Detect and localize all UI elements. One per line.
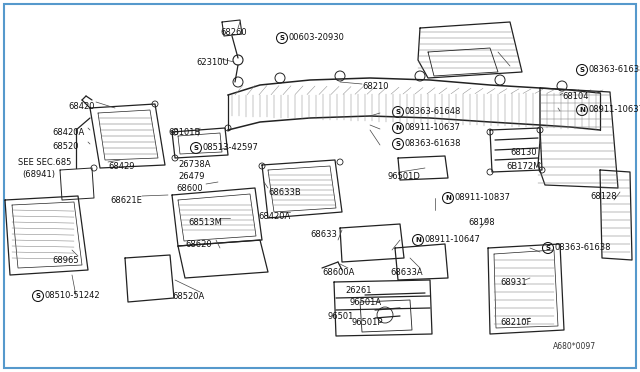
Text: 68128: 68128	[590, 192, 616, 201]
Text: N: N	[415, 237, 421, 243]
Text: N: N	[579, 107, 585, 113]
Text: 68130: 68130	[510, 148, 536, 157]
Text: 26738A: 26738A	[178, 160, 211, 169]
Text: 68198: 68198	[468, 218, 495, 227]
Text: 6B172M: 6B172M	[506, 162, 540, 171]
Text: 68600: 68600	[176, 184, 203, 193]
Text: 08363-61638: 08363-61638	[589, 65, 640, 74]
Text: 68210: 68210	[362, 82, 388, 91]
Text: 68633: 68633	[310, 230, 337, 239]
Text: 08911-10837: 08911-10837	[454, 193, 511, 202]
Text: SEE SEC.685: SEE SEC.685	[18, 158, 72, 167]
Text: N: N	[445, 195, 451, 201]
Text: 68520: 68520	[52, 142, 79, 151]
Text: 08363-61638: 08363-61638	[404, 140, 461, 148]
Text: S: S	[545, 245, 550, 251]
Text: 68620: 68620	[185, 240, 212, 249]
Text: 00603-20930: 00603-20930	[289, 33, 344, 42]
Text: 08363-61638: 08363-61638	[554, 244, 611, 253]
Text: S: S	[193, 145, 198, 151]
Text: S: S	[280, 35, 285, 41]
Text: 08513-42597: 08513-42597	[202, 144, 259, 153]
Text: 68101B: 68101B	[168, 128, 200, 137]
Text: (68941): (68941)	[22, 170, 55, 179]
Text: 08911-10637: 08911-10637	[404, 124, 461, 132]
Text: 68420: 68420	[68, 102, 95, 111]
Text: 08911-10647: 08911-10647	[424, 235, 481, 244]
Text: 68633B: 68633B	[268, 188, 301, 197]
Text: 68520A: 68520A	[172, 292, 204, 301]
Text: 96501P: 96501P	[352, 318, 383, 327]
Text: 96501D: 96501D	[388, 172, 421, 181]
Text: 68513M: 68513M	[188, 218, 222, 227]
Text: S: S	[579, 67, 584, 73]
Text: 68931: 68931	[500, 278, 527, 287]
Text: 68210F: 68210F	[500, 318, 531, 327]
Text: 68104: 68104	[562, 92, 589, 101]
Text: 68600A: 68600A	[322, 268, 355, 277]
Text: 68965: 68965	[52, 256, 79, 265]
Text: 26261: 26261	[345, 286, 371, 295]
Text: 96501: 96501	[328, 312, 355, 321]
Text: S: S	[396, 141, 401, 147]
Text: N: N	[395, 125, 401, 131]
Text: 26479: 26479	[178, 172, 205, 181]
Text: 62310U: 62310U	[196, 58, 228, 67]
Text: S: S	[35, 293, 40, 299]
Text: 68260: 68260	[220, 28, 246, 37]
Text: 68420A: 68420A	[258, 212, 291, 221]
Text: A680*0097: A680*0097	[553, 342, 596, 351]
Text: 96501A: 96501A	[350, 298, 382, 307]
Text: 68621E: 68621E	[110, 196, 142, 205]
Text: 68633A: 68633A	[390, 268, 422, 277]
Text: 68420A: 68420A	[52, 128, 84, 137]
Text: 08363-61648: 08363-61648	[404, 108, 461, 116]
Text: 08911-10637: 08911-10637	[589, 106, 640, 115]
Text: 08510-51242: 08510-51242	[45, 292, 100, 301]
Text: 68429: 68429	[108, 162, 134, 171]
Text: S: S	[396, 109, 401, 115]
